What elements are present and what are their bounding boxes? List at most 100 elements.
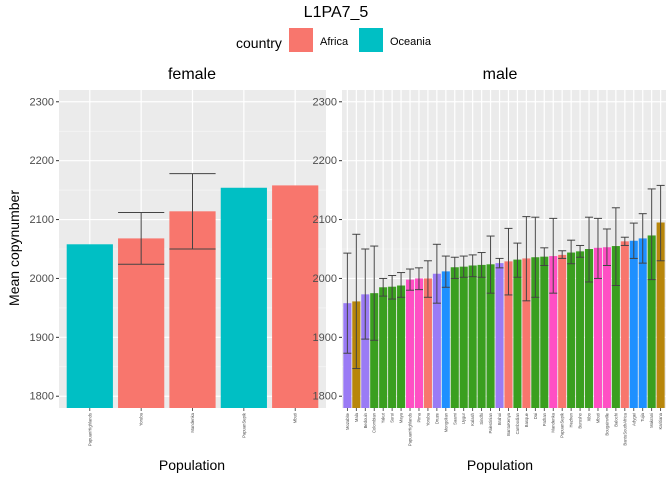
x-tick-label: Kalash <box>470 412 475 425</box>
x-tick-label: Bedouin <box>363 412 368 428</box>
error-bar <box>585 216 594 283</box>
x-tick-label: Karitiana <box>658 412 663 429</box>
error-bar <box>558 250 567 259</box>
error-bar <box>352 233 361 370</box>
x-tick-label: Brahui <box>497 413 502 425</box>
error-bar <box>611 207 620 287</box>
error-bar <box>593 217 603 279</box>
x-tick-label: Mozabite <box>345 412 350 430</box>
error-bar <box>602 228 611 266</box>
error-bar <box>504 227 513 296</box>
error-bar <box>531 216 540 298</box>
x-tick-label: Balochi <box>613 413 618 427</box>
bar-male-hezhen <box>567 252 576 408</box>
x-tick-label: Burusho <box>578 412 583 428</box>
error-bar <box>423 260 432 298</box>
x-tick-label: BantuKenya <box>506 412 511 435</box>
x-axis-label-male: Population <box>467 457 533 473</box>
bar-female-papuansepik <box>220 187 267 408</box>
panel-male: male 1800 1900 2000 2100 2200 2300 Mozabite Mal… <box>313 66 666 473</box>
bar-male-colombian <box>370 293 379 408</box>
bar-male-bedouin <box>361 294 370 408</box>
error-bar <box>450 256 459 279</box>
y-tick-label: 2300 <box>313 96 337 108</box>
x-tick-label: Palestinian <box>488 412 493 433</box>
error-bar <box>414 267 423 291</box>
bar-male-balochi <box>611 246 620 408</box>
bar-female-yoruba <box>118 238 165 408</box>
bar-male-basque <box>522 258 531 408</box>
x-tick-label: Uygur <box>461 412 466 424</box>
x-tick-label: PapuanHighlands <box>87 413 92 446</box>
x-tick-label: Cambodian <box>515 412 520 434</box>
y-tick-label: 1800 <box>30 391 54 403</box>
bar-male-bantukenya <box>504 261 513 408</box>
x-tick-label: Hezhen <box>569 412 574 427</box>
error-bar <box>567 239 576 265</box>
bar-male-druze <box>432 273 441 408</box>
legend-label-africa: Africa <box>320 36 349 48</box>
error-bar <box>432 243 441 304</box>
x-tick-label: Adygei <box>631 413 636 426</box>
error-bar <box>468 254 477 278</box>
chart-title: L1PA7_5 <box>304 4 369 21</box>
bar-male-palestinian <box>486 264 495 408</box>
x-tick-label: PapuanSepik <box>560 412 565 438</box>
x-tick-label: Yoruba <box>139 412 144 426</box>
bar-male-brahui <box>495 263 504 408</box>
panel-title-female: female <box>168 66 216 83</box>
bar-male-tujia <box>638 238 647 408</box>
y-tick-label: 2100 <box>313 214 337 226</box>
bar-male-burusho <box>576 251 585 408</box>
error-bar <box>656 184 665 262</box>
error-bar <box>169 173 216 250</box>
x-tick-label: Dai <box>533 413 538 419</box>
y-tick-label: 1800 <box>313 391 337 403</box>
error-bar <box>397 272 406 298</box>
legend-title: country <box>236 35 282 51</box>
error-bar <box>370 245 379 341</box>
y-tick-label: 2300 <box>30 96 54 108</box>
error-bar <box>647 188 656 281</box>
bar-male-pathan <box>540 256 549 408</box>
x-tick-label: Makrani <box>649 413 654 428</box>
bar-female-papuanhighlands <box>66 244 113 408</box>
bar-male-yoruba <box>423 278 432 408</box>
error-bar <box>638 213 647 264</box>
error-bar <box>388 275 397 300</box>
x-tick-label: Yakut <box>381 412 386 423</box>
x-tick-label: Xibo <box>587 412 592 421</box>
y-tick-label: 2000 <box>313 273 337 285</box>
y-tick-label: 2000 <box>30 273 54 285</box>
y-tick-label: 1900 <box>313 332 337 344</box>
bar-male-mandenka <box>549 256 558 408</box>
legend-label-oceania: Oceania <box>390 36 432 48</box>
bar-male-mongolian <box>441 271 450 408</box>
error-bar <box>522 216 531 302</box>
x-tick-label: PapuanHighlands <box>408 413 413 446</box>
error-bar <box>629 222 638 259</box>
x-tick-label: Yoruba <box>425 412 430 426</box>
x-tick-label: Mandenka <box>551 412 556 432</box>
bar-male-kalash <box>468 265 477 408</box>
bar-male-papuansepik <box>558 254 567 408</box>
bar-male-maya <box>397 285 406 408</box>
error-bar <box>118 211 165 265</box>
y-tick-label: 1900 <box>30 332 54 344</box>
error-bar <box>549 217 558 294</box>
bar-male-makrani <box>647 235 656 408</box>
x-tick-label: Mongolian <box>443 412 448 432</box>
x-tick-label: Mandenka <box>190 412 195 432</box>
bar-male-dai <box>531 257 540 408</box>
error-bar <box>620 236 629 246</box>
error-bar <box>477 252 486 278</box>
x-tick-label: Tujia <box>640 412 645 422</box>
error-bar <box>405 268 415 291</box>
bar-male-xibo <box>585 249 594 408</box>
bar-male-sindhi <box>477 264 486 408</box>
error-bar <box>576 244 585 258</box>
bar-male-bantusouthafrica <box>620 241 629 408</box>
bar-female-mbuti <box>272 185 319 408</box>
x-tick-label: Pathan <box>542 412 547 426</box>
